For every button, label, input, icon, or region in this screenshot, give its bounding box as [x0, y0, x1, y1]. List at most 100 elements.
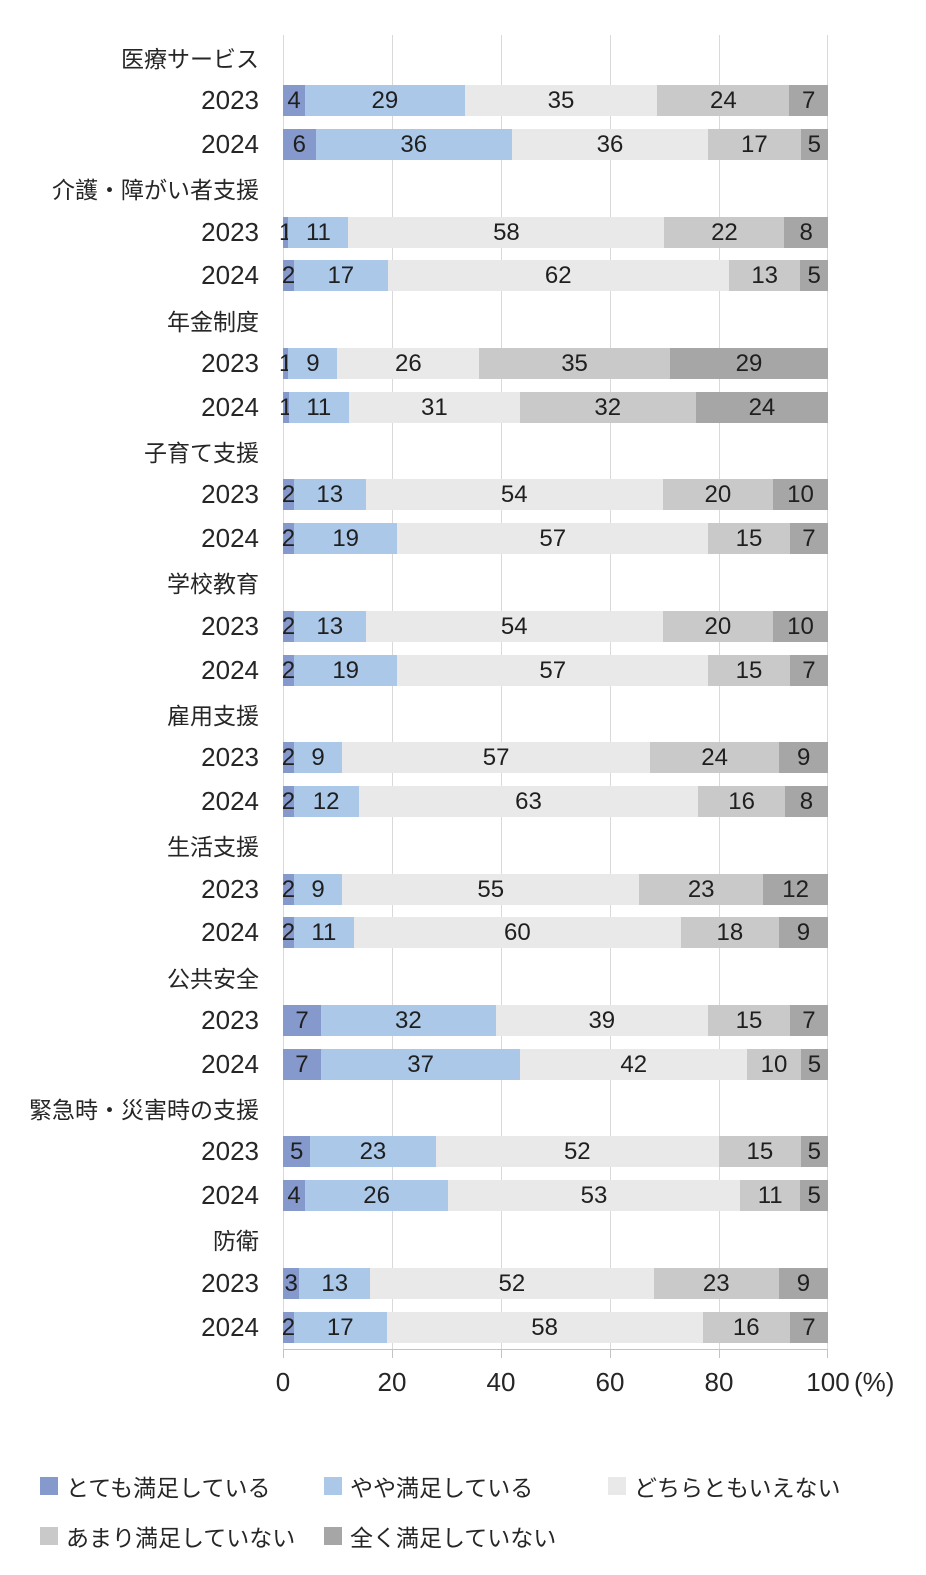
bar-segment-neutral: 53	[448, 1180, 740, 1212]
bar-segment-neutral: 54	[365, 610, 663, 642]
category-label: 学校教育	[167, 571, 259, 598]
bar-segment-neutral: 42	[520, 1048, 748, 1080]
bar-segment-very-dissatisfied: 29	[669, 347, 828, 379]
stacked-bar: 2 11 60 18 9	[281, 917, 828, 949]
bar-row: 2023 1 9 26 35 29	[0, 342, 926, 386]
category-track	[283, 955, 828, 999]
stacked-bar: 7 37 42 10 5	[283, 1048, 828, 1080]
gridline	[501, 35, 502, 1349]
category-track	[283, 298, 828, 342]
axis-tick-label: 80	[704, 1366, 734, 1397]
bar-segment-very-dissatisfied: 24	[695, 391, 828, 423]
year-label: 2023	[201, 742, 259, 773]
year-label: 2023	[201, 1267, 259, 1298]
stacked-bar: 3 13 52 23 9	[283, 1267, 828, 1299]
category-row: 医療サービス	[0, 35, 926, 79]
legend-label: やや満足している	[350, 1474, 534, 1501]
bar-segment-very-dissatisfied: 12	[763, 873, 828, 905]
bar-track: 2 11 60 18 9	[281, 911, 828, 955]
bar-segment-somewhat-satisfied: 9	[288, 347, 338, 379]
bar-segment-very-satisfied: 2	[281, 610, 296, 642]
bar-track: 7 32 39 15 7	[283, 999, 828, 1043]
bar-segment-somewhat-dissatisfied: 13	[728, 260, 801, 292]
bar-segment-very-dissatisfied: 7	[789, 654, 828, 686]
category-label: 生活支援	[167, 834, 259, 861]
axis-tick-label: 60	[595, 1366, 625, 1397]
bar-row: 2024 2 19 57 15 7	[0, 648, 926, 692]
bar-segment-somewhat-dissatisfied: 15	[718, 1136, 801, 1168]
bar-segment-very-satisfied: 2	[281, 785, 296, 817]
bar-segment-very-dissatisfied: 9	[778, 917, 828, 949]
bar-segment-somewhat-satisfied: 19	[293, 523, 398, 555]
bar-segment-somewhat-satisfied: 23	[310, 1136, 436, 1168]
bar-segment-very-dissatisfied: 5	[800, 1180, 828, 1212]
bar-segment-neutral: 57	[342, 742, 650, 774]
axis-tick-label: 40	[486, 1366, 516, 1397]
bar-track: 2 9 57 24 9	[282, 736, 828, 780]
year-label: 2023	[201, 85, 259, 116]
bar-segment-somewhat-satisfied: 9	[293, 742, 343, 774]
bar-segment-very-satisfied: 5	[283, 1136, 311, 1168]
legend-item-very-dissatisfied: 全く満足していない	[324, 1519, 556, 1553]
axis-tick-label: 0	[275, 1366, 291, 1397]
bar-segment-somewhat-satisfied: 11	[288, 216, 349, 248]
legend: とても満足している やや満足している どちらともいえない あまり満足していない 全く満足…	[0, 1469, 926, 1553]
bar-segment-neutral: 62	[387, 260, 729, 292]
category-track	[283, 823, 828, 867]
bar-segment-somewhat-dissatisfied: 24	[649, 742, 780, 774]
bar-segment-very-satisfied: 2	[281, 523, 296, 555]
bar-row: 2023 3 13 52 23 9	[0, 1261, 926, 1305]
bar-segment-somewhat-satisfied: 36	[315, 128, 512, 160]
year-label: 2023	[201, 1136, 259, 1167]
year-label: 2024	[201, 260, 259, 291]
category-label: 雇用支援	[167, 702, 259, 729]
year-label: 2024	[201, 785, 259, 816]
category-label: 公共安全	[167, 965, 259, 992]
bar-segment-somewhat-satisfied: 29	[305, 85, 465, 117]
year-label: 2023	[201, 347, 259, 378]
category-track	[283, 429, 828, 473]
bar-segment-very-dissatisfied: 8	[784, 216, 828, 248]
bar-segment-somewhat-satisfied: 32	[321, 1004, 496, 1036]
bar-segment-very-satisfied: 7	[283, 1004, 322, 1036]
bar-segment-very-satisfied: 4	[283, 85, 306, 117]
stacked-bar: 7 32 39 15 7	[283, 1004, 828, 1036]
axis-tickmark	[610, 1349, 611, 1358]
year-label: 2024	[201, 523, 259, 554]
legend-swatch-somewhat-dissatisfied	[40, 1526, 58, 1545]
plot-area: 医療サービス 2023 4 29 35 24 7 2024 6 36 36 17 5 介護・障がい者支援 2…	[0, 35, 926, 1349]
bar-segment-neutral: 39	[495, 1004, 709, 1036]
category-label: 年金制度	[167, 308, 259, 335]
bar-segment-very-satisfied: 7	[283, 1048, 321, 1080]
bar-track: 3 13 52 23 9	[283, 1261, 828, 1305]
bar-segment-somewhat-satisfied: 37	[320, 1048, 521, 1080]
year-label: 2024	[201, 1311, 259, 1342]
year-label: 2023	[201, 216, 259, 247]
bar-track: 6 36 36 17 5	[283, 123, 828, 167]
gridline	[827, 35, 828, 1349]
bar-segment-somewhat-dissatisfied: 20	[662, 479, 773, 511]
bar-segment-very-dissatisfied: 9	[778, 1267, 828, 1299]
gridline	[392, 35, 393, 1349]
bar-track: 5 23 52 15 5	[283, 1130, 828, 1174]
category-label: 防衛	[213, 1228, 259, 1255]
bar-row: 2024 2 11 60 18 9	[0, 911, 926, 955]
bar-segment-somewhat-dissatisfied: 22	[664, 216, 785, 248]
year-label: 2023	[201, 873, 259, 904]
legend-label: とても満足している	[66, 1474, 271, 1501]
bar-track: 1 11 58 22 8	[279, 210, 828, 254]
bar-segment-very-satisfied: 2	[281, 917, 296, 949]
legend-row: とても満足している やや満足している どちらともいえない	[40, 1469, 926, 1503]
year-label: 2024	[201, 654, 259, 685]
bar-segment-neutral: 55	[342, 873, 640, 905]
axis-tick-label: 20	[377, 1366, 407, 1397]
legend-label: どちらともいえない	[634, 1474, 841, 1501]
bar-segment-somewhat-dissatisfied: 20	[662, 610, 773, 642]
bar-row: 2024 1 11 31 32 24	[0, 385, 926, 429]
bar-segment-somewhat-satisfied: 13	[294, 610, 366, 642]
gridline	[719, 35, 720, 1349]
bar-segment-very-dissatisfied: 8	[784, 785, 828, 817]
bar-segment-somewhat-satisfied: 19	[293, 654, 398, 686]
bar-segment-very-dissatisfied: 5	[800, 260, 828, 292]
stacked-bar: 2 13 54 20 10	[282, 479, 828, 511]
